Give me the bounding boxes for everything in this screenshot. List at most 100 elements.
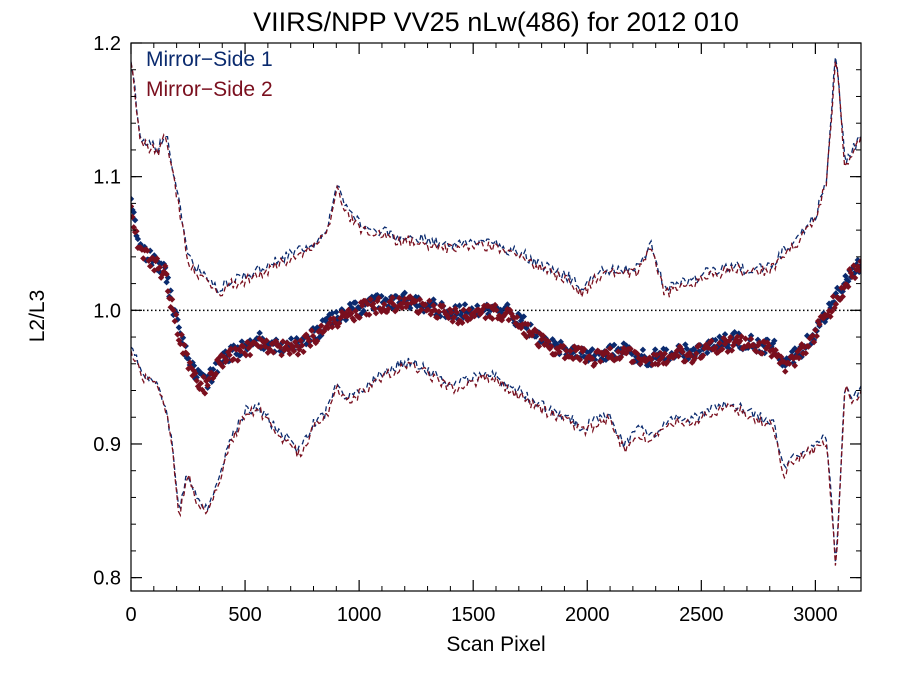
- series-2-point: [687, 352, 695, 359]
- series-2-point: [313, 337, 321, 345]
- series-1-point: [602, 356, 610, 364]
- series-1-point: [632, 353, 640, 360]
- series-2-point: [775, 351, 782, 359]
- series-2-point: [209, 374, 217, 382]
- series-2-point: [348, 310, 355, 317]
- series-2-point: [537, 330, 544, 337]
- series-2-point: [686, 349, 693, 357]
- y-tick-label: 0.8: [93, 568, 121, 590]
- series-2-point: [416, 296, 424, 303]
- series-2-point: [246, 351, 254, 359]
- series-2-point: [263, 337, 270, 344]
- series-2-point: [448, 309, 455, 316]
- series-1-point: [684, 355, 692, 363]
- legend-entry-mirror-side-1: Mirror−Side 1: [146, 48, 273, 71]
- series-1-lower-line: [131, 346, 861, 563]
- series-2-point: [356, 314, 363, 321]
- series-2-point: [430, 302, 437, 309]
- series-1-point: [821, 318, 829, 326]
- series-1-point: [590, 353, 597, 360]
- series-1-point: [725, 345, 733, 352]
- series-2-point: [309, 332, 317, 340]
- series-2-point: [617, 353, 625, 361]
- series-2-point: [201, 390, 209, 397]
- series-2-point: [520, 330, 528, 337]
- series-2-point: [693, 350, 700, 357]
- series-1-point: [831, 299, 838, 306]
- series-2-point: [163, 270, 170, 278]
- series-2-point: [244, 338, 251, 346]
- series-2-point: [417, 306, 425, 313]
- series-2-point: [556, 348, 563, 356]
- series-2-point: [561, 355, 569, 362]
- series-2-point: [297, 337, 304, 344]
- series-2-point: [831, 304, 838, 312]
- series-1-point: [589, 346, 596, 353]
- y-tick-label: 1.1: [93, 167, 121, 189]
- series-2-point: [522, 320, 529, 327]
- series-2-point: [350, 317, 358, 324]
- series-1-point: [842, 272, 849, 280]
- series-2-point: [782, 368, 789, 375]
- series-2-point: [623, 349, 630, 357]
- series-2-point: [750, 342, 757, 349]
- series-2-point: [389, 294, 396, 301]
- series-2-point: [797, 345, 804, 352]
- series-2-point: [352, 307, 359, 315]
- series-2-point: [658, 354, 666, 361]
- series-2-point: [140, 255, 147, 262]
- series-1-point: [223, 353, 231, 360]
- series-1-point: [808, 340, 815, 347]
- series-2-point: [849, 273, 856, 280]
- series-2-point: [814, 317, 822, 325]
- series-2-point: [589, 355, 596, 362]
- series-2-point: [604, 349, 611, 357]
- series-2-point: [652, 360, 659, 367]
- series-2-point: [305, 337, 313, 345]
- series-2-point: [606, 345, 614, 352]
- series-2-point: [178, 331, 185, 338]
- series-2-point: [294, 351, 302, 358]
- series-2-point: [571, 343, 578, 350]
- series-2-point: [832, 300, 840, 308]
- series-1-point: [583, 348, 590, 356]
- x-tick-label: 2000: [565, 604, 610, 626]
- series-1-point: [557, 338, 564, 346]
- series-2-point: [788, 353, 796, 360]
- series-2-point: [146, 262, 154, 270]
- series-2-point: [816, 321, 823, 328]
- series-2-point: [534, 341, 541, 348]
- series-2-point: [824, 311, 831, 319]
- series-2-point: [170, 307, 177, 314]
- series-2-point: [434, 314, 441, 321]
- series-2-point: [318, 322, 325, 329]
- series-2-point: [193, 377, 200, 384]
- series-1-point: [568, 350, 575, 357]
- series-2-point: [786, 360, 793, 367]
- series-1-point: [683, 345, 690, 352]
- y-tick-label: 1.2: [93, 33, 121, 55]
- series-2-point: [516, 322, 523, 329]
- series-2-point: [619, 349, 626, 356]
- series-2-point: [372, 309, 380, 317]
- series-2-point: [802, 350, 809, 357]
- series-2-point: [742, 335, 749, 342]
- series-2-point: [735, 339, 742, 347]
- series-2-point: [524, 321, 532, 328]
- series-2-point: [777, 353, 785, 361]
- series-2-point: [290, 347, 298, 355]
- series-2-point: [836, 296, 844, 304]
- series-1-point: [209, 366, 217, 373]
- series-2-point: [805, 343, 812, 350]
- series-2-point: [543, 342, 551, 349]
- series-2-point: [131, 224, 137, 231]
- series-1-point: [747, 332, 755, 339]
- series-2-point: [673, 347, 681, 354]
- series-2-point: [725, 337, 733, 344]
- series-2-point: [756, 339, 763, 347]
- series-2-point: [308, 327, 315, 334]
- series-2-point: [738, 333, 745, 340]
- series-1-point: [662, 346, 670, 353]
- series-2-point: [131, 213, 136, 221]
- series-2-point: [567, 347, 574, 355]
